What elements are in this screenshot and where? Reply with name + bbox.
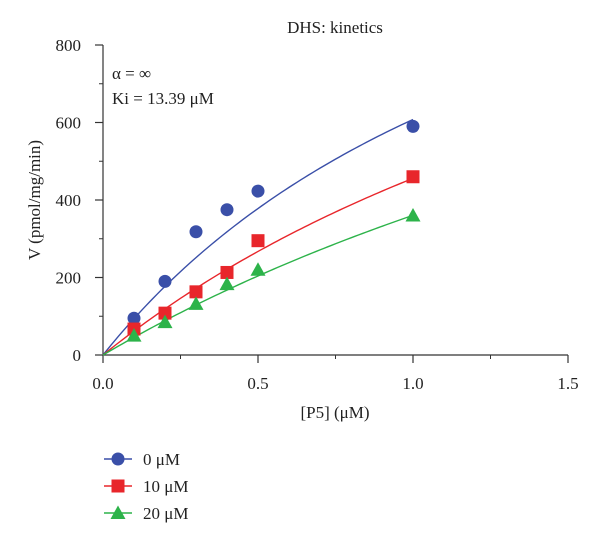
data-point-series-0 <box>251 184 265 198</box>
legend-label-2: 20 μM <box>143 504 188 523</box>
fit-curve-series-1 <box>102 177 414 356</box>
x-tick-label: 1.5 <box>557 374 578 393</box>
legend-label-0: 0 μM <box>143 450 180 469</box>
legend-label-1: 10 μM <box>143 477 188 496</box>
fit-curves <box>102 118 414 356</box>
data-point-series-2 <box>126 328 142 342</box>
y-tick-label: 800 <box>56 36 82 55</box>
data-point-series-0 <box>220 203 234 217</box>
x-tick-label: 0.5 <box>247 374 268 393</box>
data-point-series-1 <box>251 234 265 248</box>
chart-title: DHS: kinetics <box>287 18 383 37</box>
annotation-alpha: α = ∞ <box>112 64 151 83</box>
y-axis-title: V (pmol/mg/min) <box>25 140 44 260</box>
data-point-series-0 <box>158 274 172 288</box>
legend-marker-2 <box>110 505 126 519</box>
data-point-series-1 <box>158 306 172 320</box>
data-points <box>126 119 421 342</box>
y-tick-label: 600 <box>56 114 82 133</box>
legend-marker-0 <box>111 452 125 466</box>
data-point-series-2 <box>250 262 266 276</box>
legend-marker-1 <box>111 479 125 493</box>
annotation-ki: Ki = 13.39 μM <box>112 89 214 108</box>
y-tick-label: 0 <box>73 346 82 365</box>
data-point-series-0 <box>127 311 141 325</box>
x-axis-title: [P5] (μM) <box>300 403 369 422</box>
fit-curve-series-2 <box>102 214 414 356</box>
fit-curve-series-0 <box>102 118 414 356</box>
legend: 0 μM 10 μM 20 μM <box>104 450 188 523</box>
y-tick-label: 200 <box>56 269 82 288</box>
data-point-series-1 <box>189 285 203 299</box>
data-point-series-0 <box>189 225 203 239</box>
data-point-series-1 <box>406 170 420 184</box>
x-tick-label: 0.0 <box>92 374 113 393</box>
x-tick-label: 1.0 <box>402 374 423 393</box>
data-point-series-2 <box>405 208 421 222</box>
axes: 0.0 0.5 1.0 1.5 0 200 400 600 800 <box>56 36 579 393</box>
data-point-series-1 <box>220 265 234 279</box>
data-point-series-2 <box>157 314 173 329</box>
y-tick-label: 400 <box>56 191 82 210</box>
data-point-series-0 <box>406 119 420 133</box>
data-point-series-2 <box>188 296 204 310</box>
data-point-series-2 <box>219 276 235 291</box>
